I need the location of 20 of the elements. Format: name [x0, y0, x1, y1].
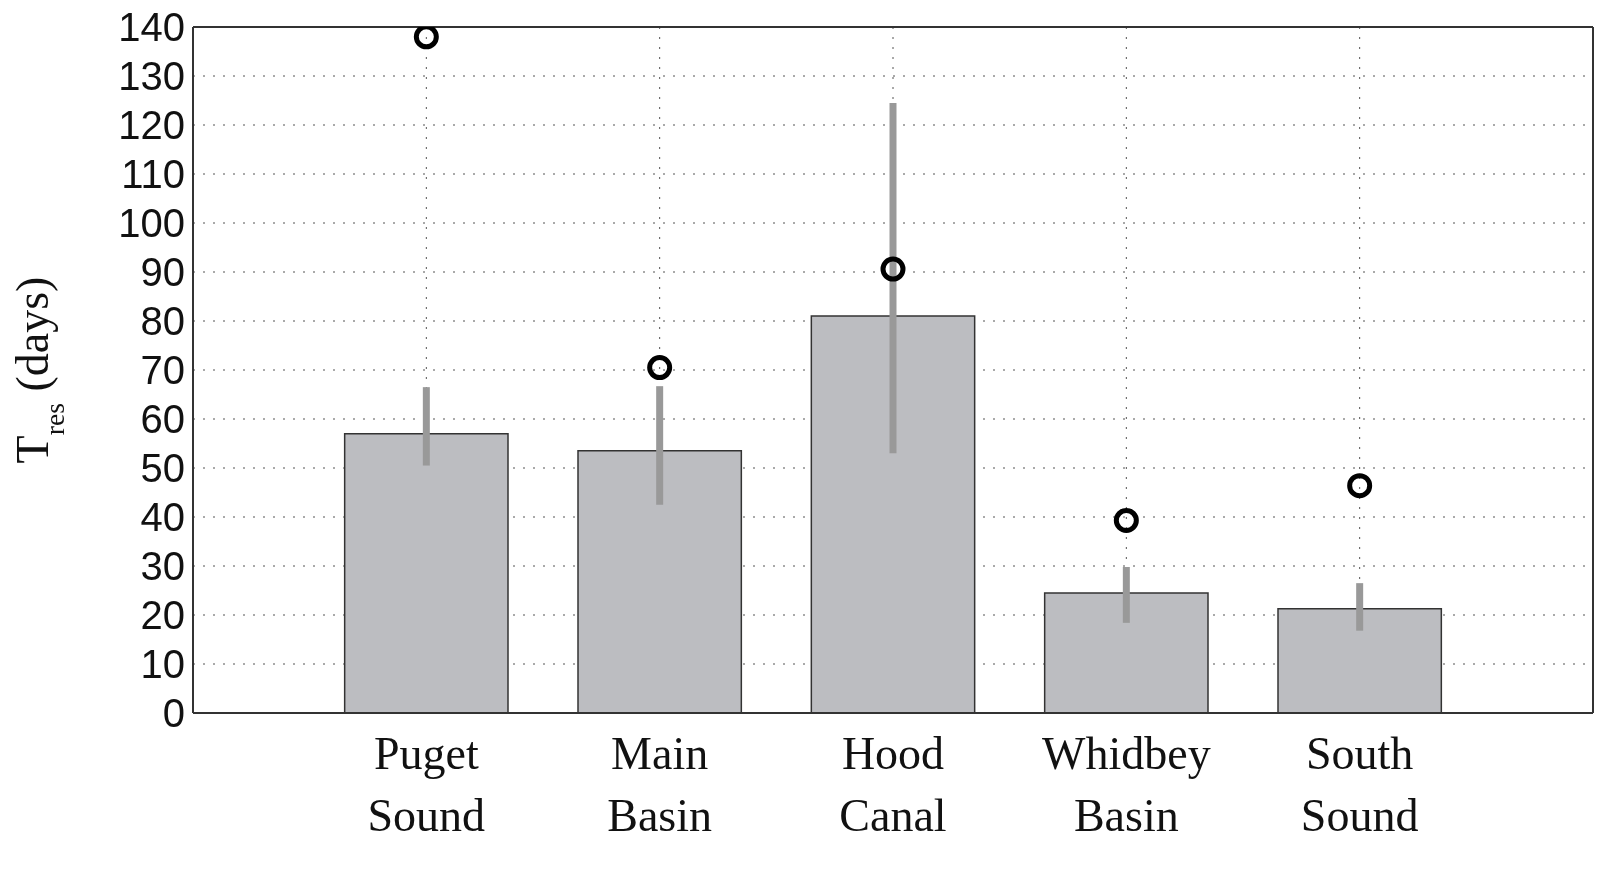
- y-tick-label: 70: [140, 348, 185, 393]
- y-tick-label: 80: [140, 299, 185, 344]
- y-tick-label: 40: [140, 495, 185, 540]
- y-tick-label: 90: [140, 250, 185, 295]
- y-tick-label: 20: [140, 593, 185, 638]
- y-tick-label: 130: [118, 54, 185, 99]
- x-tick-label: Hood Canal: [839, 728, 947, 841]
- y-tick-label: 50: [140, 446, 185, 491]
- y-tick-label: 60: [140, 397, 185, 442]
- x-tick-label: Whidbey Basin: [1042, 728, 1211, 841]
- y-tick-label: 30: [140, 544, 185, 589]
- y-tick-label: 100: [118, 201, 185, 246]
- x-tick-label: South Sound: [1300, 728, 1419, 841]
- x-tick-label: Puget Sound: [367, 728, 486, 841]
- x-tick-label: Main Basin: [607, 728, 713, 841]
- y-tick-label: 10: [140, 642, 185, 687]
- y-tick-label: 0: [162, 691, 185, 736]
- y-tick-label: 140: [118, 5, 185, 50]
- y-tick-label: 120: [118, 103, 185, 148]
- y-tick-label: 110: [121, 152, 185, 197]
